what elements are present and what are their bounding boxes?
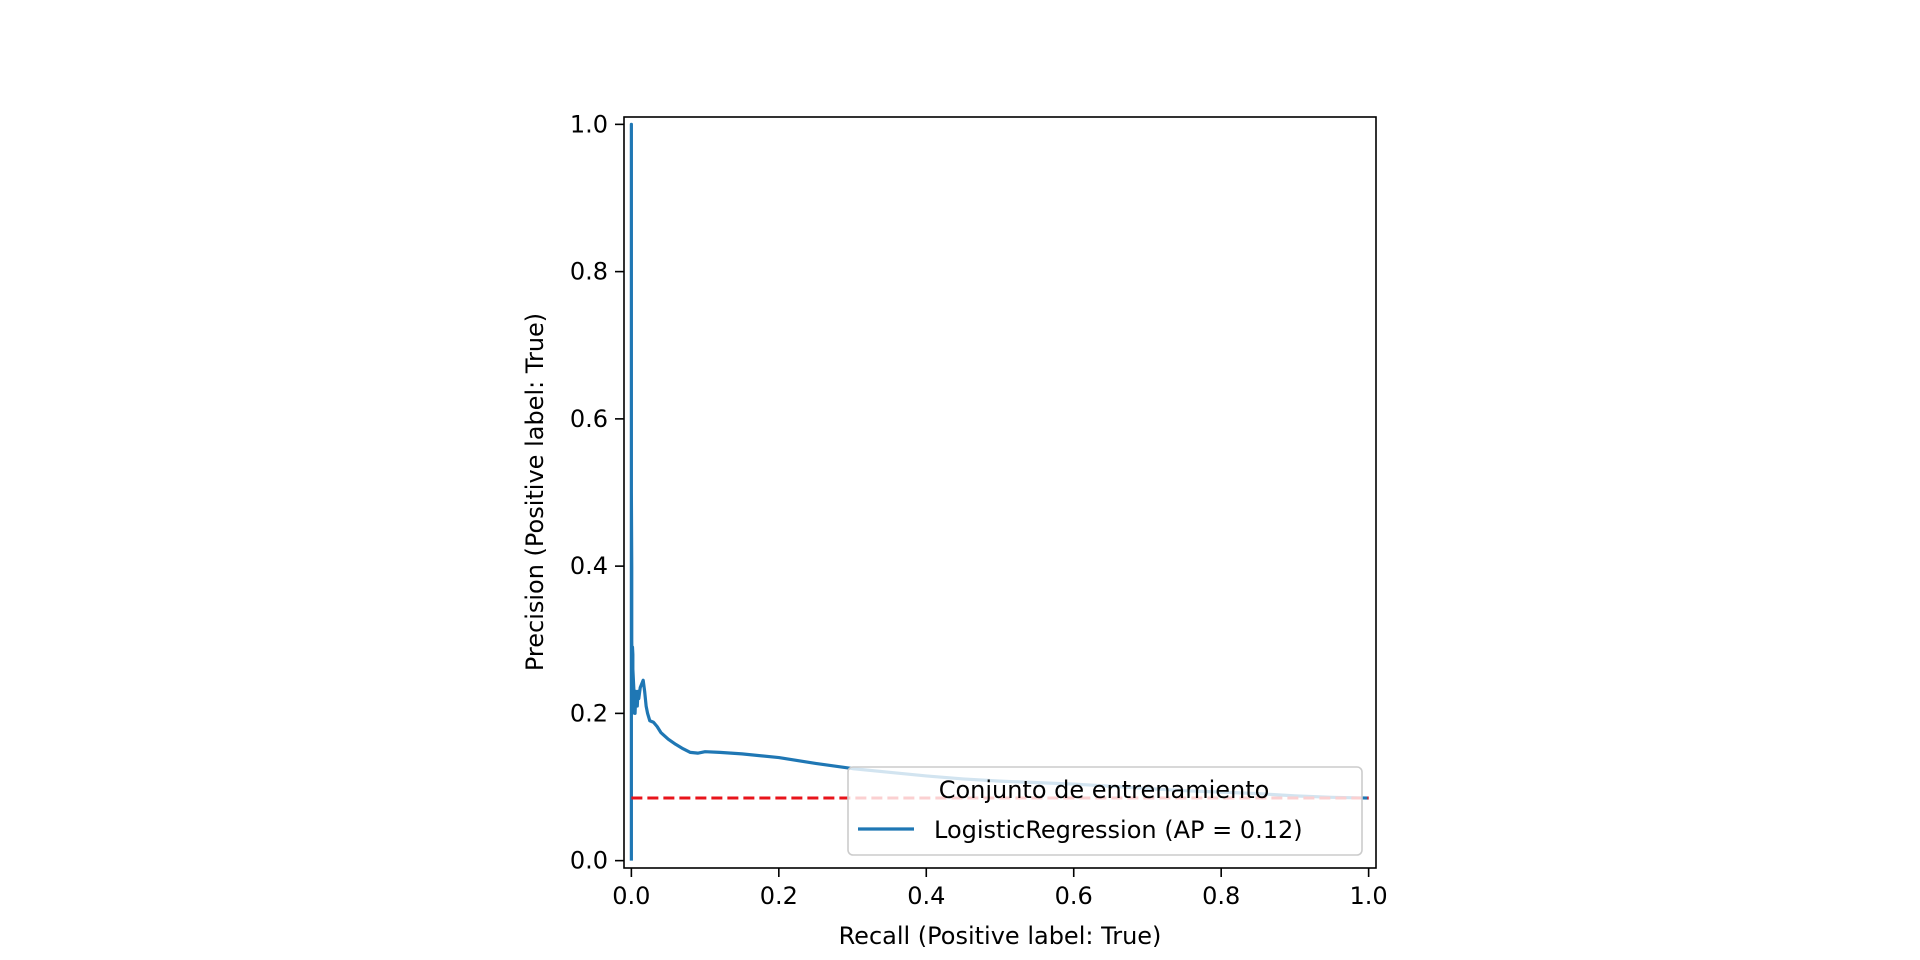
legend: Conjunto de entrenamiento LogisticRegres… bbox=[847, 766, 1363, 856]
axes-frame bbox=[623, 116, 1377, 869]
y-axis-ticks: 0.0 0.2 0.4 0.6 0.8 1.0 bbox=[570, 110, 624, 875]
x-tick-label: 0.2 bbox=[760, 882, 798, 910]
y-tick-label: 0.0 bbox=[570, 847, 608, 875]
legend-entry-logistic-regression: LogisticRegression (AP = 0.12) bbox=[934, 816, 1303, 844]
x-tick-label: 0.6 bbox=[1055, 882, 1093, 910]
x-tick-label: 0.4 bbox=[907, 882, 945, 910]
x-tick-label: 1.0 bbox=[1350, 882, 1388, 910]
legend-box bbox=[847, 766, 1363, 856]
y-axis-label: Precision (Positive label: True) bbox=[521, 313, 549, 671]
y-tick-label: 0.2 bbox=[570, 699, 608, 727]
legend-title: Conjunto de entrenamiento bbox=[939, 776, 1270, 804]
x-axis-label: Recall (Positive label: True) bbox=[839, 922, 1162, 950]
x-tick-label: 0.8 bbox=[1202, 882, 1240, 910]
x-axis-ticks: 0.0 0.2 0.4 0.6 0.8 1.0 bbox=[612, 868, 1388, 910]
x-tick-label: 0.0 bbox=[612, 882, 650, 910]
y-tick-label: 1.0 bbox=[570, 110, 608, 138]
y-tick-label: 0.6 bbox=[570, 405, 608, 433]
y-tick-label: 0.8 bbox=[570, 258, 608, 286]
y-tick-label: 0.4 bbox=[570, 552, 608, 580]
